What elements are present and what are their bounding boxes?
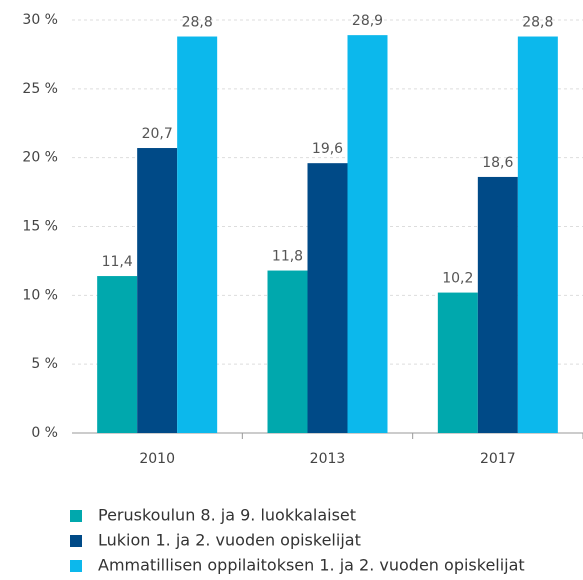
x-tick-label: 2013 [310, 451, 346, 467]
value-label: 10,2 [442, 271, 473, 287]
legend-label: Ammatillisen oppilaitoksen 1. ja 2. vuod… [98, 556, 525, 575]
bar [347, 35, 388, 433]
legend-swatch [70, 510, 82, 522]
y-tick-label: 15 % [22, 219, 58, 235]
bar [517, 36, 558, 434]
y-tick-label: 0 % [31, 425, 58, 441]
bar [177, 36, 218, 434]
value-label: 20,7 [142, 126, 173, 142]
bar [137, 148, 178, 433]
value-label: 11,8 [272, 249, 303, 265]
value-label: 28,8 [182, 15, 213, 31]
value-label: 28,9 [352, 13, 383, 29]
bar [477, 176, 518, 433]
bar [437, 292, 478, 433]
bar [267, 270, 308, 433]
y-tick-label: 30 % [22, 12, 58, 28]
y-tick-label: 5 % [31, 356, 58, 372]
value-label: 18,6 [482, 155, 513, 171]
value-label: 19,6 [312, 141, 343, 157]
legend-label: Peruskoulun 8. ja 9. luokkalaiset [98, 506, 356, 525]
value-label: 11,4 [102, 254, 133, 270]
bar [307, 163, 348, 433]
x-tick-label: 2017 [480, 451, 516, 467]
x-tick-label: 2010 [139, 451, 175, 467]
y-tick-label: 10 % [22, 287, 58, 303]
legend-swatch [70, 560, 82, 572]
value-label: 28,8 [522, 15, 553, 31]
legend-label: Lukion 1. ja 2. vuoden opiskelijat [98, 531, 361, 550]
y-tick-label: 25 % [22, 81, 58, 97]
y-tick-label: 20 % [22, 150, 58, 166]
legend-swatch [70, 535, 82, 547]
bar [97, 276, 138, 433]
